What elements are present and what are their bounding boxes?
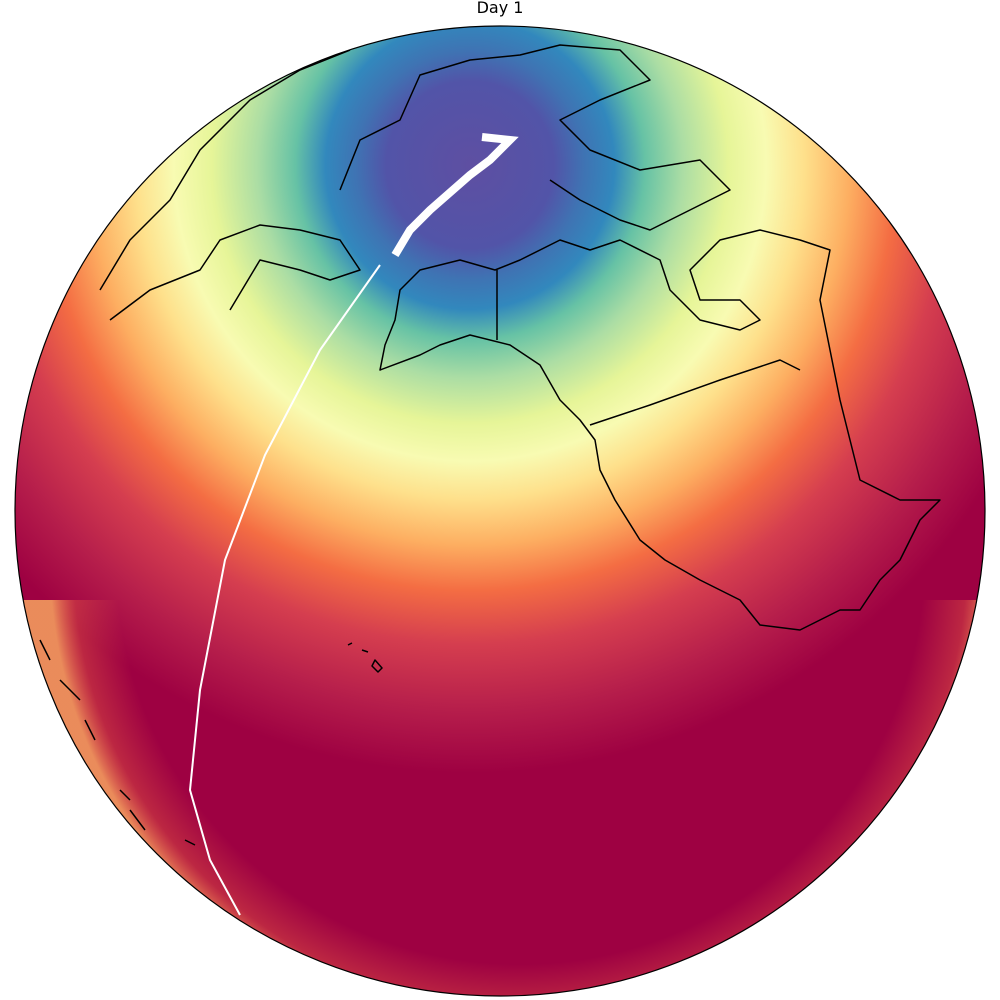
coastline-north-america bbox=[379, 229, 941, 631]
globe-outline bbox=[14, 25, 986, 997]
map-title: Day 1 bbox=[477, 0, 524, 17]
southern-rim bbox=[15, 600, 985, 996]
border-canada-us bbox=[496, 270, 801, 426]
data-gap bbox=[188, 264, 381, 916]
data-gap bbox=[391, 133, 519, 258]
coastline-southwest bbox=[39, 639, 196, 846]
coastline-asia bbox=[99, 49, 361, 321]
coastline-arctic bbox=[339, 44, 731, 231]
coastline-hawaii bbox=[347, 642, 383, 673]
